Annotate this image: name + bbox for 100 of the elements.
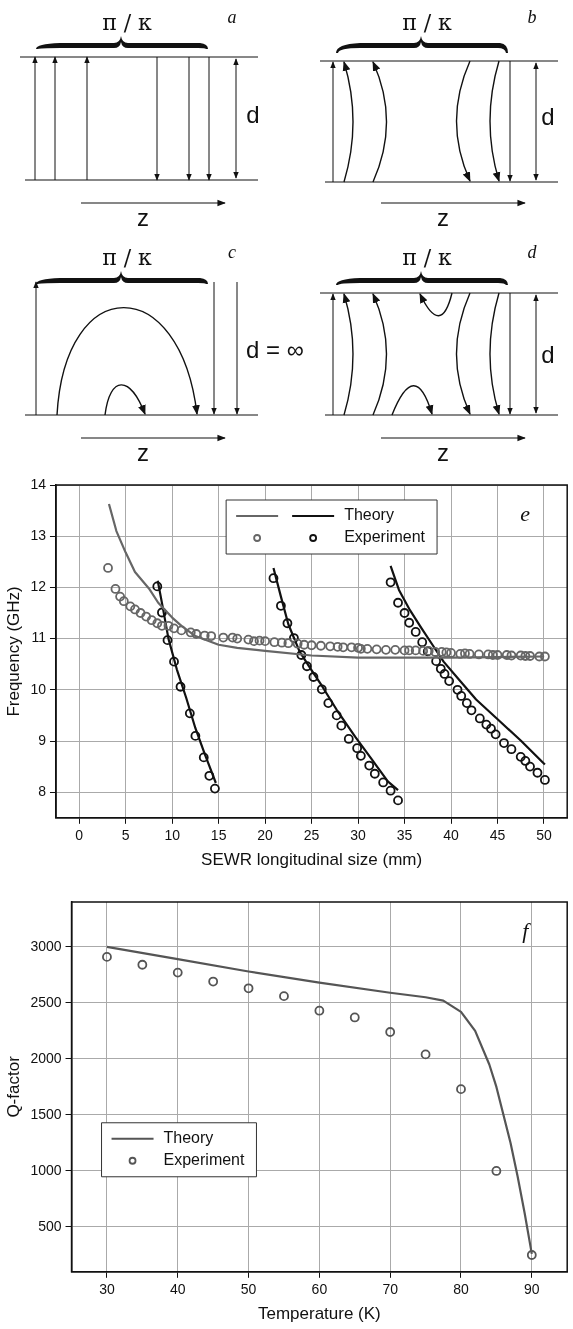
point (466, 705, 477, 716)
point (316, 684, 327, 695)
point (175, 681, 186, 692)
x-tick-label: 5 (121, 827, 130, 844)
text: π / κ (402, 9, 452, 35)
y-tick-label: 3000 (30, 937, 62, 954)
point (526, 1250, 537, 1260)
x-tick-label: 50 (240, 1281, 257, 1298)
legend-label: Experiment (344, 528, 426, 546)
point (393, 597, 403, 608)
annotation: e (520, 500, 531, 526)
y-tick-label: 8 (38, 783, 47, 800)
point (461, 698, 472, 709)
text: a (227, 6, 237, 28)
point (172, 967, 183, 978)
point (208, 976, 219, 987)
point (157, 607, 167, 618)
point (456, 1084, 466, 1095)
point (314, 1005, 325, 1016)
point (152, 581, 163, 592)
point (444, 676, 455, 686)
annotation: f (522, 917, 532, 943)
text: π / κ (102, 9, 152, 35)
point (456, 691, 467, 701)
legend-label: Theory (163, 1129, 214, 1147)
text: π / κ (102, 244, 152, 270)
point (364, 760, 375, 771)
point (162, 635, 173, 646)
y-tick-label: 1500 (30, 1105, 62, 1122)
point (420, 1049, 431, 1060)
point (369, 768, 380, 779)
text: z (137, 204, 149, 232)
point (331, 710, 342, 721)
text: z (437, 204, 449, 232)
text: z (437, 439, 449, 467)
point (452, 684, 463, 695)
text: d (541, 103, 555, 131)
point (349, 1012, 360, 1023)
text: d (541, 341, 555, 369)
point (491, 1166, 502, 1176)
point (336, 720, 347, 731)
point (268, 573, 279, 584)
x-tick-label: 20 (257, 827, 274, 844)
y-tick-label: 2000 (30, 1049, 62, 1066)
point (198, 752, 209, 763)
point (417, 637, 428, 648)
point (474, 713, 485, 724)
x-tick-label: 25 (303, 827, 320, 844)
text: d (246, 101, 260, 129)
point (190, 730, 201, 741)
y-tick-label: 13 (30, 527, 47, 544)
point (410, 627, 421, 637)
x-tick-label: 10 (164, 827, 181, 844)
point (343, 734, 354, 744)
point (439, 669, 450, 679)
text: b (527, 6, 537, 28)
y-tick-label: 2500 (30, 993, 62, 1010)
x-axis-title: Temperature (K) (257, 1304, 381, 1324)
point (378, 777, 389, 788)
y-tick-label: 9 (38, 731, 47, 748)
x-tick-label: 15 (210, 827, 227, 844)
point (490, 729, 501, 740)
point (102, 952, 112, 962)
point (302, 661, 312, 672)
point (137, 959, 148, 970)
y-tick-label: 10 (30, 680, 47, 697)
x-tick-label: 60 (311, 1281, 328, 1298)
point (506, 744, 517, 755)
y-axis-title: Q-factor (3, 1055, 23, 1118)
point (282, 618, 293, 629)
x-tick-label: 35 (396, 827, 413, 844)
x-tick-label: 30 (350, 827, 367, 844)
x-tick-label: 80 (453, 1281, 469, 1298)
y-tick-label: 500 (38, 1217, 62, 1234)
point (323, 698, 334, 709)
point (204, 770, 215, 781)
point (404, 617, 415, 628)
point (355, 750, 366, 761)
point (279, 991, 289, 1002)
point (499, 738, 509, 748)
text: z (137, 439, 149, 467)
point (352, 743, 363, 754)
point (276, 600, 286, 611)
point (296, 650, 307, 660)
y-tick-label: 1000 (30, 1161, 62, 1178)
point (435, 663, 446, 674)
text: π / κ (402, 244, 452, 270)
point (385, 577, 396, 588)
x-tick-label: 70 (382, 1281, 399, 1298)
point (539, 775, 550, 785)
point (520, 756, 531, 766)
x-tick-label: 45 (489, 827, 506, 844)
y-tick-label: 14 (30, 475, 47, 492)
y-tick-label: 12 (30, 578, 47, 595)
point (289, 633, 299, 643)
text: d (527, 241, 537, 263)
x-tick-label: 30 (99, 1281, 115, 1298)
point (243, 983, 254, 994)
point (431, 656, 442, 667)
x-tick-label: 90 (524, 1281, 540, 1298)
